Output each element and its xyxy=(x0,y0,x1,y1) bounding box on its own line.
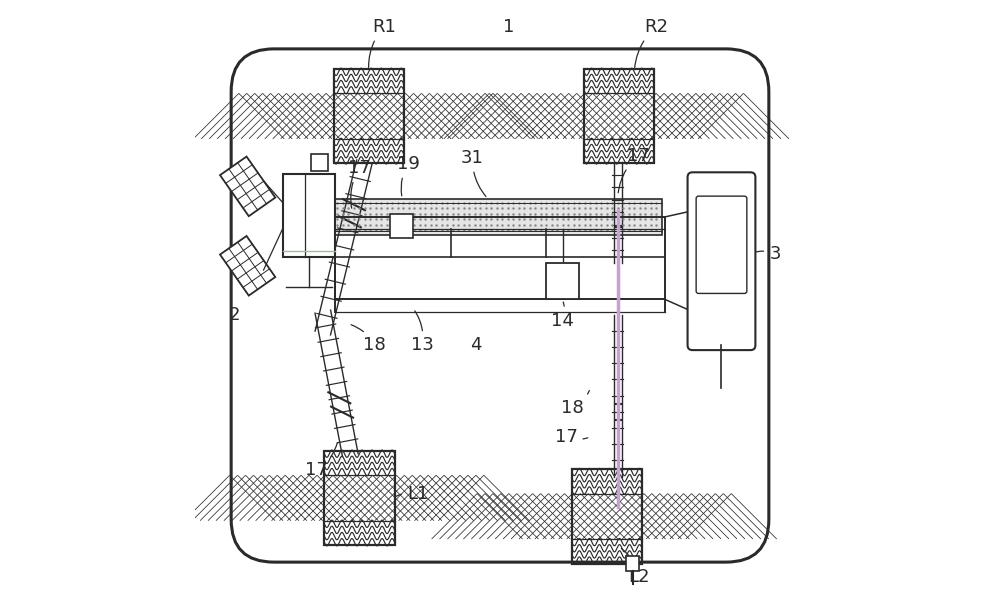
Text: 13: 13 xyxy=(411,311,434,354)
Text: 17: 17 xyxy=(348,159,371,208)
Bar xyxy=(584,68,654,163)
Text: R1: R1 xyxy=(369,18,396,67)
Text: 3: 3 xyxy=(753,244,781,263)
Bar xyxy=(390,214,413,238)
Bar xyxy=(584,68,654,93)
Bar xyxy=(324,450,395,545)
Bar xyxy=(311,154,328,171)
Text: 17: 17 xyxy=(305,442,337,480)
Bar xyxy=(334,139,404,163)
Text: R2: R2 xyxy=(635,18,668,67)
Polygon shape xyxy=(220,156,275,216)
Text: 31: 31 xyxy=(461,148,486,197)
Bar xyxy=(584,139,654,163)
Polygon shape xyxy=(220,236,275,296)
Bar xyxy=(572,469,642,563)
Text: L1: L1 xyxy=(395,485,428,503)
Bar xyxy=(572,539,642,563)
Bar xyxy=(572,469,642,494)
Text: 4: 4 xyxy=(470,336,481,354)
Text: 19: 19 xyxy=(397,155,420,196)
Text: 2: 2 xyxy=(228,306,240,324)
Bar xyxy=(334,68,404,163)
Text: 18: 18 xyxy=(351,324,386,354)
Bar xyxy=(572,469,642,563)
Bar xyxy=(324,450,395,475)
Bar xyxy=(334,68,404,163)
Bar xyxy=(584,68,654,163)
FancyBboxPatch shape xyxy=(688,172,755,350)
Text: L2: L2 xyxy=(621,549,650,587)
Bar xyxy=(324,450,395,545)
Text: 17: 17 xyxy=(555,428,588,446)
Text: 18: 18 xyxy=(561,390,589,417)
Bar xyxy=(626,556,639,571)
FancyBboxPatch shape xyxy=(231,49,769,562)
Bar xyxy=(334,68,404,93)
Text: 1: 1 xyxy=(503,18,515,36)
Bar xyxy=(283,199,662,235)
Text: 14: 14 xyxy=(551,302,574,330)
FancyBboxPatch shape xyxy=(696,196,747,293)
Bar xyxy=(324,521,395,546)
Bar xyxy=(283,174,335,257)
Text: 17: 17 xyxy=(618,147,650,192)
Bar xyxy=(546,263,579,299)
